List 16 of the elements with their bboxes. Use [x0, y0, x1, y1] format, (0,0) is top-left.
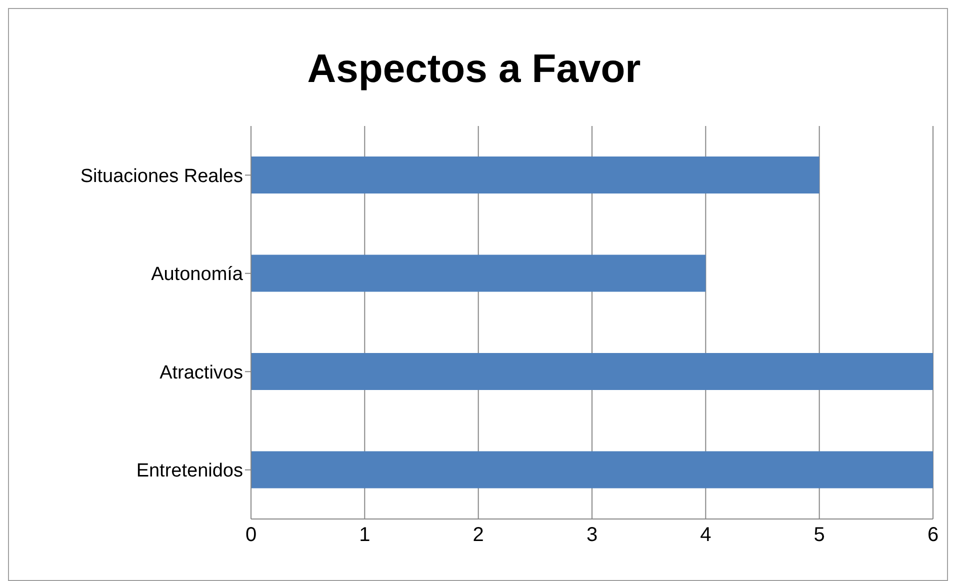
x-tick-label: 5 — [814, 524, 825, 546]
chart-title: Aspectos a Favor — [306, 47, 642, 92]
bar — [251, 254, 706, 292]
bar — [251, 451, 933, 488]
bar — [251, 352, 933, 390]
x-tick-label: 0 — [245, 524, 257, 546]
y-tick-label: Entretenidos — [136, 460, 243, 482]
x-tick-label: 1 — [359, 524, 370, 546]
x-tick-label: 6 — [927, 524, 939, 546]
y-tick-label: Autonomía — [151, 264, 244, 286]
y-tick-label: Situaciones Reales — [80, 166, 243, 187]
bar — [251, 156, 820, 194]
x-tick-label: 3 — [586, 524, 598, 546]
y-tick-label: Atractivos — [160, 362, 243, 384]
x-tick-label: 2 — [472, 524, 484, 546]
x-tick-label: 4 — [700, 524, 712, 546]
